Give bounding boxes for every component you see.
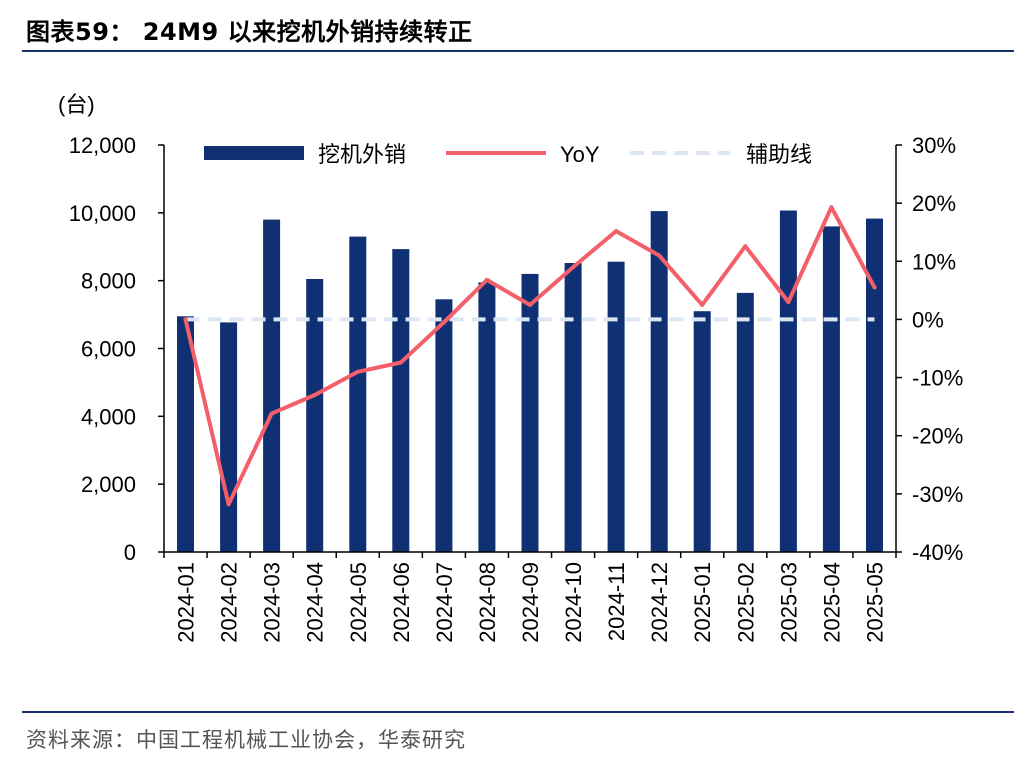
- bar-2025-01: [693, 311, 711, 552]
- bar-2025-05: [866, 218, 883, 552]
- yoy-point-2025-03: [786, 300, 791, 304]
- yoy-point-2025-01: [700, 302, 705, 307]
- x-tick-label: 2024-05: [346, 562, 371, 643]
- x-tick-label: 2024-06: [389, 562, 414, 643]
- right-tick-label: -10%: [912, 366, 963, 391]
- yoy-point-2024-02: [226, 502, 231, 507]
- source-note: 资料来源：中国工程机械工业协会，华泰研究: [26, 728, 466, 752]
- yoy-point-2024-06: [398, 360, 403, 365]
- right-tick-label: 0%: [912, 307, 944, 332]
- x-tick-label: 2024-02: [217, 562, 242, 643]
- bar-2024-08: [478, 282, 496, 552]
- right-tick-label: -20%: [912, 424, 963, 449]
- bar-2024-03: [263, 219, 281, 552]
- yoy-point-2025-04: [829, 205, 834, 210]
- yoy-point-2025-05: [872, 285, 877, 290]
- x-tick-label: 2025-02: [733, 562, 758, 643]
- bar-2024-10: [564, 263, 582, 552]
- x-tick-label: 2024-11: [604, 562, 629, 641]
- bar-2025-03: [779, 210, 797, 552]
- legend-yoy-label: YoY: [560, 142, 600, 167]
- bar-2024-01: [177, 316, 194, 552]
- legend-bar-label: 挖机外销: [318, 142, 406, 167]
- right-tick-label: 10%: [912, 249, 956, 274]
- left-tick-label: 12,000: [69, 133, 136, 158]
- bar-2024-06: [392, 249, 410, 552]
- x-tick-label: 2024-01: [174, 562, 199, 643]
- yoy-point-2025-02: [743, 244, 748, 249]
- y-axis-unit-label: (台): [58, 92, 95, 117]
- x-tick-label: 2024-10: [561, 562, 586, 643]
- right-tick-label: -30%: [912, 482, 963, 507]
- left-tick-label: 0: [124, 540, 136, 565]
- x-tick-label: 2024-12: [647, 562, 672, 643]
- bar-2025-04: [822, 226, 840, 552]
- yoy-point-2024-08: [484, 277, 489, 282]
- right-tick-label: 30%: [912, 133, 956, 158]
- bar-2024-11: [607, 261, 625, 552]
- bar-2024-02: [220, 322, 238, 552]
- ticks: 0 2,000 4,000 6,000 8,000 10,000 12,000 -40% -30…: [69, 133, 964, 643]
- yoy-point-2024-01: [183, 317, 188, 322]
- yoy-series: [183, 205, 877, 507]
- chart-area: 0 2,000 4,000 6,000 8,000 10,000 12,000 -40% -30…: [58, 92, 964, 643]
- yoy-point-2024-11: [614, 229, 619, 234]
- figure-title: 图表59： 24M9 以来挖机外销持续转正: [26, 18, 473, 46]
- x-tick-label: 2025-04: [819, 562, 844, 643]
- left-tick-label: 2,000: [81, 472, 136, 497]
- yoy-point-2024-04: [312, 393, 317, 397]
- bar-2025-02: [736, 292, 754, 552]
- yoy-point-2024-07: [441, 320, 446, 325]
- legend-aux-label: 辅助线: [746, 142, 812, 167]
- yoy-point-2024-12: [657, 253, 662, 258]
- left-tick-label: 4,000: [81, 404, 136, 429]
- yoy-point-2024-10: [571, 265, 576, 270]
- left-tick-label: 8,000: [81, 269, 136, 294]
- title-divider: [22, 50, 1014, 52]
- legend: 挖机外销 YoY 辅助线: [204, 142, 812, 167]
- bar-2024-07: [435, 299, 453, 552]
- yoy-point-2024-05: [355, 369, 360, 374]
- x-tick-label: 2024-04: [303, 562, 328, 643]
- bar-series: [177, 210, 883, 552]
- x-tick-label: 2025-03: [776, 562, 801, 643]
- yoy-point-2024-09: [528, 302, 532, 307]
- bar-2024-12: [650, 211, 668, 552]
- x-tick-label: 2025-05: [862, 562, 887, 643]
- right-tick-label: -40%: [912, 540, 963, 565]
- x-tick-label: 2024-08: [475, 562, 500, 643]
- legend-bar-swatch: [204, 146, 304, 160]
- x-tick-label: 2025-01: [690, 562, 715, 643]
- bar-2024-04: [306, 279, 324, 552]
- right-tick-label: 20%: [912, 191, 956, 216]
- left-tick-label: 6,000: [81, 337, 136, 362]
- x-tick-label: 2024-03: [260, 562, 285, 643]
- footer-divider: [22, 711, 1014, 713]
- yoy-point-2024-03: [269, 411, 274, 416]
- bar-2024-09: [521, 273, 539, 552]
- left-tick-label: 10,000: [69, 201, 136, 226]
- bar-2024-05: [349, 236, 367, 552]
- x-tick-label: 2024-07: [432, 562, 457, 643]
- x-tick-label: 2024-09: [518, 562, 543, 643]
